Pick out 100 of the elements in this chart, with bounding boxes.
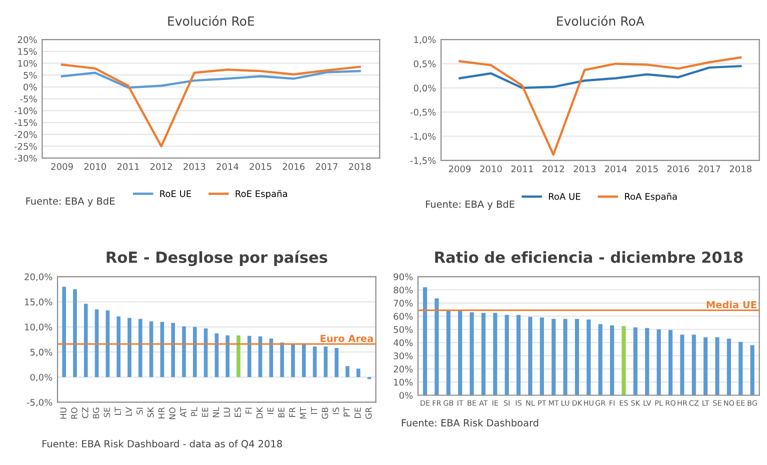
x-tick-label: GB [322, 408, 328, 419]
bar [715, 337, 720, 396]
bar [680, 334, 684, 396]
bar [738, 342, 743, 396]
y-tick-label: 30% [394, 352, 413, 360]
bar [346, 366, 350, 378]
bar [302, 344, 306, 378]
x-tick-label: DE [354, 408, 361, 418]
y-tick-label: 20% [18, 36, 37, 44]
chart-title: Evolución RoA [557, 16, 644, 26]
bar [540, 318, 544, 396]
bar [192, 326, 197, 378]
bar [458, 310, 462, 396]
y-tick-label: -5,0% [26, 398, 52, 407]
x-tick-label: ES [234, 408, 241, 417]
y-tick-label: -15% [14, 119, 37, 126]
bar [552, 318, 556, 396]
x-tick-label: HU [60, 408, 66, 419]
y-tick-label: 0,0% [30, 374, 52, 382]
ref-line-label: Euro Area [320, 334, 373, 342]
x-tick-label: 2010 [84, 163, 106, 170]
y-tick-label: 80% [394, 286, 413, 294]
bar [668, 330, 673, 396]
x-tick-label: 2011 [117, 163, 139, 170]
y-tick-label: -10% [14, 107, 37, 114]
chart-title: Ratio de eficiencia - diciembre 2018 [435, 251, 743, 264]
bar [236, 335, 240, 378]
bar [84, 304, 88, 378]
x-tick-label: FI [246, 408, 252, 414]
y-tick-label: -0,5% [410, 108, 436, 117]
bar [645, 328, 650, 396]
y-tick-label: -1,0% [410, 132, 436, 141]
bar [422, 287, 428, 396]
bar [504, 314, 509, 396]
bar [493, 312, 498, 396]
bar [247, 336, 252, 378]
ref-line-label: Media UE [706, 300, 756, 308]
x-tick-label: 2015 [636, 165, 658, 172]
bar [171, 322, 175, 378]
y-tick-label: 0,0% [414, 84, 436, 92]
bar [73, 289, 77, 378]
y-tick-label: -5% [20, 96, 37, 102]
source-note: Fuente: EBA y BdE [426, 200, 514, 210]
bar [434, 298, 439, 396]
x-tick-label: 2011 [511, 165, 533, 172]
x-tick-label: CZ [82, 407, 88, 418]
bar [656, 329, 661, 396]
x-tick-label: HR [158, 407, 164, 418]
x-tick-label: 2013 [574, 165, 596, 172]
line-series [60, 64, 361, 148]
bar [356, 368, 360, 378]
bar [610, 325, 614, 396]
y-tick-label: 10% [394, 378, 413, 386]
x-tick-label: 2018 [730, 165, 752, 172]
bar [574, 318, 580, 396]
y-tick-label: 5% [24, 72, 37, 79]
x-tick-label: 2016 [667, 165, 690, 172]
y-tick-label: 10% [18, 60, 37, 67]
bar [280, 342, 284, 378]
x-tick-label: LU [224, 408, 230, 417]
legend-label: RoE España [236, 190, 287, 199]
x-tick-label: 2012 [542, 165, 564, 172]
x-tick-label: SK [147, 406, 154, 418]
x-tick-label: BE [278, 408, 284, 418]
x-tick-label: PT [344, 407, 350, 416]
x-tick-label: NL [212, 407, 219, 418]
y-tick-label: 0% [399, 392, 413, 399]
x-tick-label: LV [126, 407, 132, 416]
x-tick-label: 2018 [348, 163, 371, 170]
x-tick-label: LT [114, 407, 121, 415]
bar [470, 312, 474, 396]
bar [128, 318, 132, 378]
x-tick-label: 2017 [698, 165, 720, 172]
bar [692, 334, 696, 396]
line-series [60, 70, 361, 89]
source-note: Fuente: EBA Risk Dashboard - data as of Q4 2018 [42, 440, 282, 449]
x-tick-label: 2016 [282, 163, 305, 170]
x-tick-label: 2014 [604, 165, 627, 172]
bar [586, 319, 591, 396]
y-tick-label: -20% [14, 131, 37, 138]
y-tick-label: 40% [394, 339, 413, 346]
x-tick-label: NO [169, 408, 176, 420]
x-tick-label: IS [332, 408, 340, 414]
bar [516, 314, 521, 396]
x-tick-label: BG [92, 408, 100, 418]
y-tick-label: 60% [394, 312, 413, 320]
source-note: Fuente: EBA y BdE [26, 197, 115, 207]
bar [62, 286, 66, 378]
y-tick-label: -30% [14, 154, 37, 162]
y-tick-label: 90% [394, 273, 413, 280]
x-tick-label: IT [311, 407, 318, 414]
bar [446, 310, 450, 396]
bar [750, 345, 754, 396]
x-tick-label: 2009 [51, 163, 73, 170]
x-tick-label: SE [104, 408, 110, 418]
bar [528, 316, 532, 396]
y-tick-label: -25% [14, 142, 37, 150]
y-tick-label: 10,0% [24, 324, 52, 332]
x-tick-label: 2013 [184, 163, 206, 170]
x-tick-label: MT [300, 407, 306, 419]
